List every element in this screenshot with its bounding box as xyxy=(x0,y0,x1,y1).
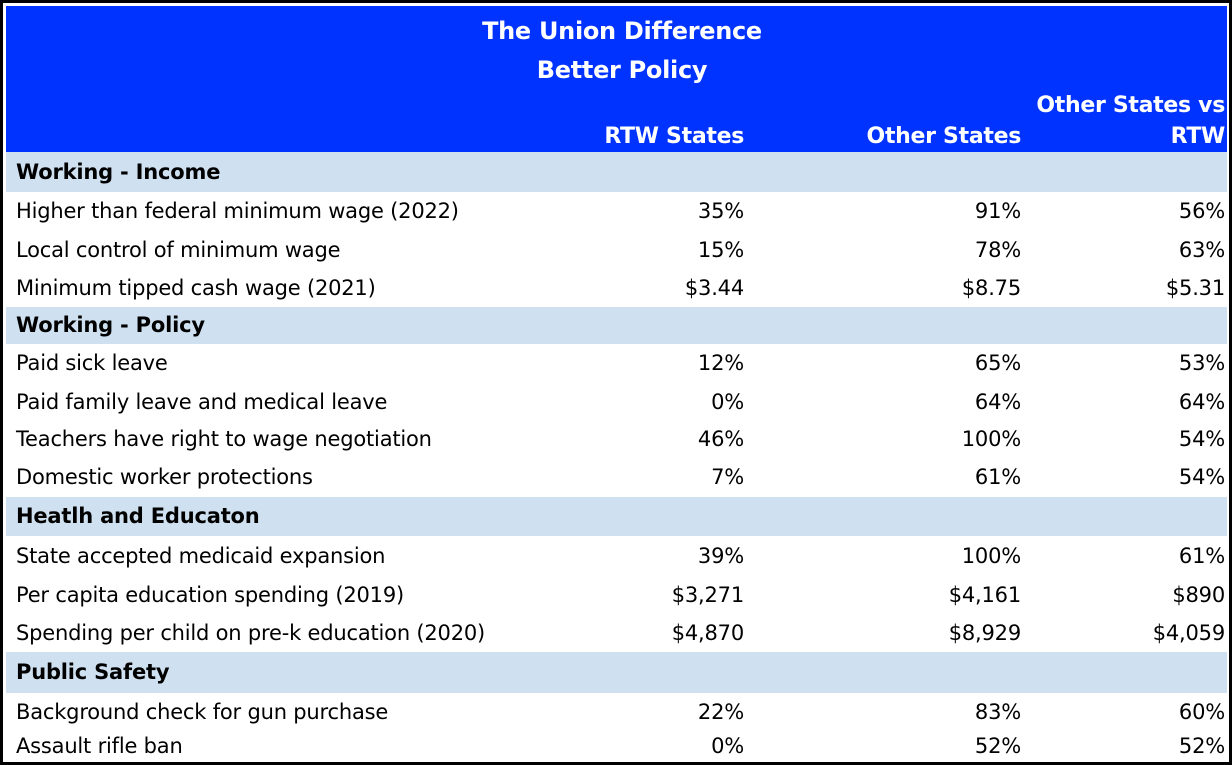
value-cell-col2: 61% xyxy=(974,465,1021,489)
value-cell-col2: $4,161 xyxy=(948,583,1021,607)
table-row: Local control of minimum wage 15% 78% 63% xyxy=(6,231,1227,269)
table-title: The Union Difference xyxy=(482,17,762,45)
value-cell-col2: $8.75 xyxy=(961,276,1021,300)
table-row: Spending per child on pre-k education (2… xyxy=(6,614,1227,652)
table-row: Teachers have right to wage negotiation 4… xyxy=(6,421,1227,458)
value-cell-col3: $4,059 xyxy=(1152,621,1225,645)
table-header: The Union Difference Better Policy RTW S… xyxy=(6,6,1227,156)
value-cell-col1: 15% xyxy=(697,238,744,262)
row-label: Assault rifle ban xyxy=(16,734,183,758)
value-cell-col1: $3,271 xyxy=(671,583,744,607)
value-cell-col3: 64% xyxy=(1178,390,1225,414)
value-cell-col3: 63% xyxy=(1178,238,1225,262)
value-cell-col3: 56% xyxy=(1178,199,1225,223)
value-cell-col2: 52% xyxy=(974,734,1021,758)
value-cell-col1: $3.44 xyxy=(684,276,744,300)
row-label: Background check for gun purchase xyxy=(16,700,389,724)
value-cell-col2: 100% xyxy=(961,544,1021,568)
table-subtitle: Better Policy xyxy=(536,56,708,84)
section-label: Heatlh and Educaton xyxy=(16,504,260,528)
row-label: Minimum tipped cash wage (2021) xyxy=(16,276,376,300)
section-label: Working - Income xyxy=(16,160,221,184)
row-label: Paid family leave and medical leave xyxy=(16,390,388,414)
table-row: State accepted medicaid expansion 39% 100%… xyxy=(6,536,1227,576)
section-row: Working - Income xyxy=(6,152,1227,192)
section-row: Working - Policy xyxy=(6,307,1227,344)
row-label: Per capita education spending (2019) xyxy=(16,583,404,607)
section-row: Heatlh and Educaton xyxy=(6,497,1227,536)
column-header-3: RTW xyxy=(1170,124,1226,149)
value-cell-col3: 60% xyxy=(1178,700,1225,724)
value-cell-col3: $890 xyxy=(1172,583,1225,607)
value-cell-col2: 83% xyxy=(974,700,1021,724)
value-cell-col1: 22% xyxy=(697,700,744,724)
section-label: Working - Policy xyxy=(16,313,205,337)
row-label: Paid sick leave xyxy=(16,351,168,375)
section-label: Public Safety xyxy=(16,660,170,684)
value-cell-col1: 0% xyxy=(711,390,744,414)
table-row: Assault rifle ban 0% 52% 52% xyxy=(6,731,1227,761)
row-label: Domestic worker protections xyxy=(16,465,313,489)
value-cell-col1: $4,870 xyxy=(671,621,744,645)
value-cell-col2: $8,929 xyxy=(948,621,1021,645)
value-cell-col3: 52% xyxy=(1178,734,1225,758)
row-label: Teachers have right to wage negotiation xyxy=(16,427,432,451)
value-cell-col2: 100% xyxy=(961,427,1021,451)
value-cell-col1: 39% xyxy=(697,544,744,568)
value-cell-col2: 91% xyxy=(974,199,1021,223)
table-row: Paid sick leave 12% 65% 53% xyxy=(6,344,1227,383)
value-cell-col2: 78% xyxy=(974,238,1021,262)
column-header-1: RTW States xyxy=(604,124,744,149)
table-row: Higher than federal minimum wage (2022) 3… xyxy=(6,192,1227,231)
value-cell-col1: 0% xyxy=(711,734,744,758)
section-row: Public Safety xyxy=(6,652,1227,693)
row-label: State accepted medicaid expansion xyxy=(16,544,386,568)
value-cell-col3: 61% xyxy=(1178,544,1225,568)
value-cell-col3: $5.31 xyxy=(1165,276,1225,300)
value-cell-col1: 12% xyxy=(697,351,744,375)
table-row: Per capita education spending (2019) $3,2… xyxy=(6,576,1227,614)
table-row: Minimum tipped cash wage (2021) $3.44 $8.7… xyxy=(6,269,1227,307)
value-cell-col2: 64% xyxy=(974,390,1021,414)
value-cell-col3: 54% xyxy=(1178,465,1225,489)
table-row: Background check for gun purchase 22% 83% 6… xyxy=(6,693,1227,731)
value-cell-col1: 35% xyxy=(697,199,744,223)
table-row: Paid family leave and medical leave 0% 64%… xyxy=(6,383,1227,421)
value-cell-col1: 7% xyxy=(711,465,744,489)
table-row: Domestic worker protections 7% 61% 54% xyxy=(6,458,1227,497)
cell-selection-marker xyxy=(1229,455,1231,497)
row-label: Local control of minimum wage xyxy=(16,238,341,262)
value-cell-col3: 53% xyxy=(1178,351,1225,375)
row-label: Higher than federal minimum wage (2022) xyxy=(16,199,459,223)
column-header-3: Other States vs xyxy=(1036,93,1225,118)
value-cell-col3: 54% xyxy=(1178,427,1225,451)
row-label: Spending per child on pre-k education (2… xyxy=(16,621,486,645)
column-header-2: Other States xyxy=(866,124,1022,149)
value-cell-col2: 65% xyxy=(974,351,1021,375)
value-cell-col1: 46% xyxy=(697,427,744,451)
